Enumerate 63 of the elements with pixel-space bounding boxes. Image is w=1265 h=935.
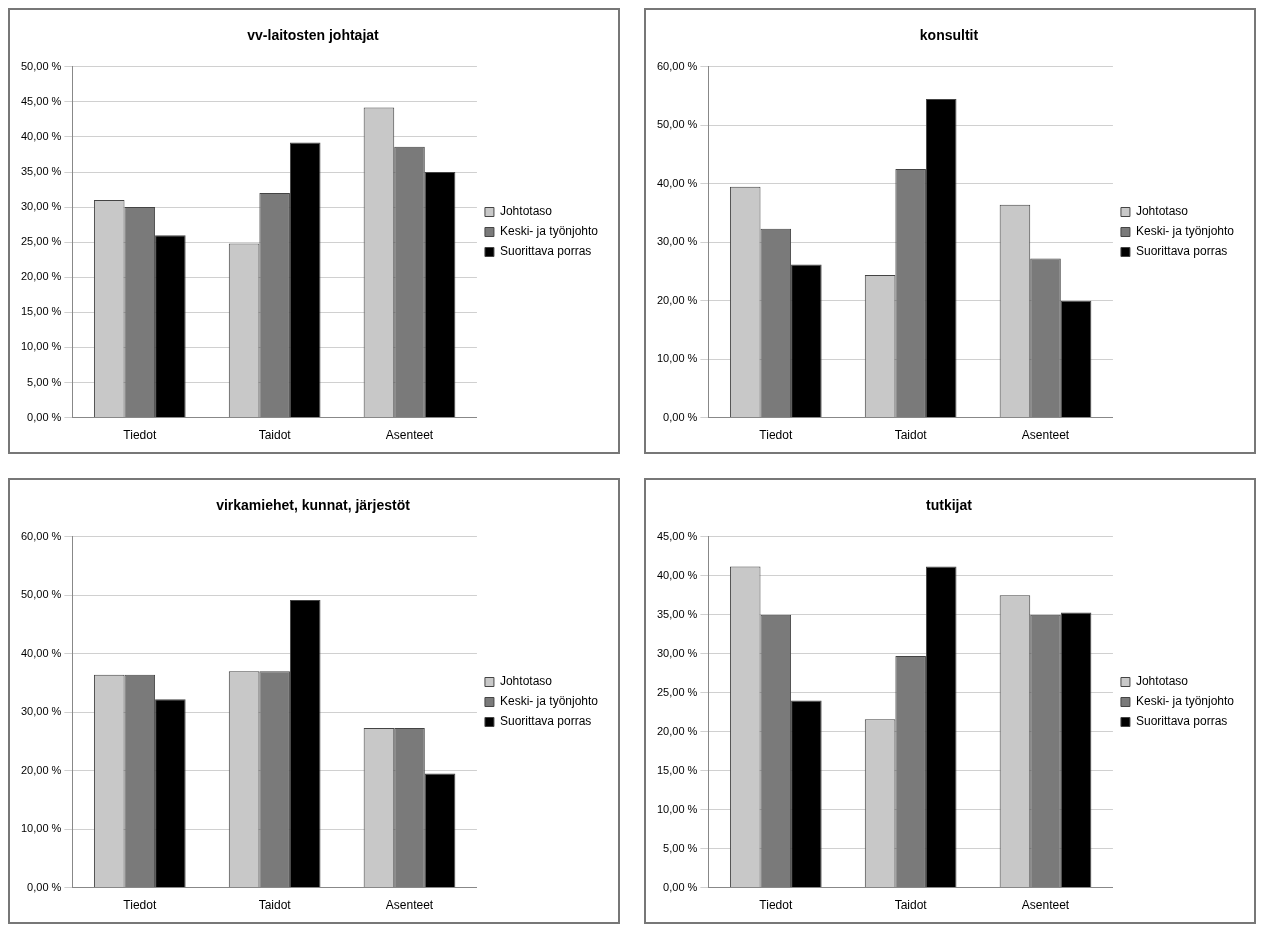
x-tick-label: Taidot <box>894 898 928 913</box>
legend-label: Johtotaso <box>1135 204 1189 219</box>
y-tick-label: 50,00 % <box>656 118 698 131</box>
y-tick-label: 30,00 % <box>656 646 698 659</box>
legend-label: Suorittava porras <box>1135 244 1228 259</box>
legend-label: Johtotaso <box>499 674 553 689</box>
y-tick-label: 10,00 % <box>656 352 698 365</box>
legend-label: Johtotaso <box>499 204 553 219</box>
y-tick-label: 40,00 % <box>20 646 62 659</box>
y-tick-label: 50,00 % <box>20 588 62 601</box>
y-tick-label: 35,00 % <box>20 165 62 178</box>
x-tick-label: Asenteet <box>1021 898 1070 913</box>
legend-label: Keski- ja työnjohto <box>1135 224 1235 239</box>
legend-label: Suorittava porras <box>1135 714 1228 729</box>
y-tick-label: 20,00 % <box>656 293 698 306</box>
y-tick-label: 40,00 % <box>656 568 698 581</box>
x-tick-label: Tiedot <box>123 898 157 913</box>
legend-label: Suorittava porras <box>499 714 592 729</box>
x-tick-label: Asenteet <box>385 898 434 913</box>
y-tick-label: 5,00 % <box>27 375 62 388</box>
y-tick-label: 10,00 % <box>656 802 698 815</box>
y-tick-label: 35,00 % <box>656 607 698 620</box>
chart-title: konsultit <box>919 27 979 44</box>
x-tick-label: Taidot <box>258 428 292 443</box>
chart-title: vv-laitosten johtajat <box>247 27 380 44</box>
y-tick-label: 20,00 % <box>20 270 62 283</box>
x-tick-label: Taidot <box>258 898 292 913</box>
y-tick-label: 25,00 % <box>656 685 698 698</box>
y-tick-label: 20,00 % <box>656 724 698 737</box>
x-tick-label: Asenteet <box>1021 428 1070 443</box>
y-tick-label: 0,00 % <box>27 410 62 423</box>
y-tick-label: 40,00 % <box>20 129 62 142</box>
legend-label: Keski- ja työnjohto <box>1135 694 1235 709</box>
y-tick-label: 15,00 % <box>20 305 62 318</box>
y-tick-label: 60,00 % <box>20 529 62 542</box>
legend-label: Keski- ja työnjohto <box>499 224 599 239</box>
y-tick-label: 30,00 % <box>20 200 62 213</box>
y-tick-label: 30,00 % <box>20 705 62 718</box>
legend-label: Suorittava porras <box>499 244 592 259</box>
chart-title: virkamiehet, kunnat, järjestöt <box>216 497 411 514</box>
y-tick-label: 60,00 % <box>656 59 698 72</box>
y-tick-label: 45,00 % <box>20 94 62 107</box>
y-tick-label: 0,00 % <box>27 880 62 893</box>
x-tick-label: Tiedot <box>123 428 157 443</box>
legend-label: Keski- ja työnjohto <box>499 694 599 709</box>
x-tick-label: Tiedot <box>759 428 793 443</box>
y-tick-label: 5,00 % <box>663 841 698 854</box>
x-tick-label: Asenteet <box>385 428 434 443</box>
y-tick-label: 10,00 % <box>20 340 62 353</box>
y-tick-label: 10,00 % <box>20 822 62 835</box>
y-tick-label: 0,00 % <box>663 880 698 893</box>
x-tick-label: Tiedot <box>759 898 793 913</box>
y-tick-label: 40,00 % <box>656 176 698 189</box>
legend-label: Johtotaso <box>1135 674 1189 689</box>
y-tick-label: 15,00 % <box>656 763 698 776</box>
y-tick-label: 20,00 % <box>20 763 62 776</box>
y-tick-label: 45,00 % <box>656 529 698 542</box>
y-tick-label: 30,00 % <box>656 235 698 248</box>
y-tick-label: 0,00 % <box>663 410 698 423</box>
chart-title: tutkijat <box>926 497 973 514</box>
x-tick-label: Taidot <box>894 428 928 443</box>
y-tick-label: 50,00 % <box>20 59 62 72</box>
y-tick-label: 25,00 % <box>20 235 62 248</box>
